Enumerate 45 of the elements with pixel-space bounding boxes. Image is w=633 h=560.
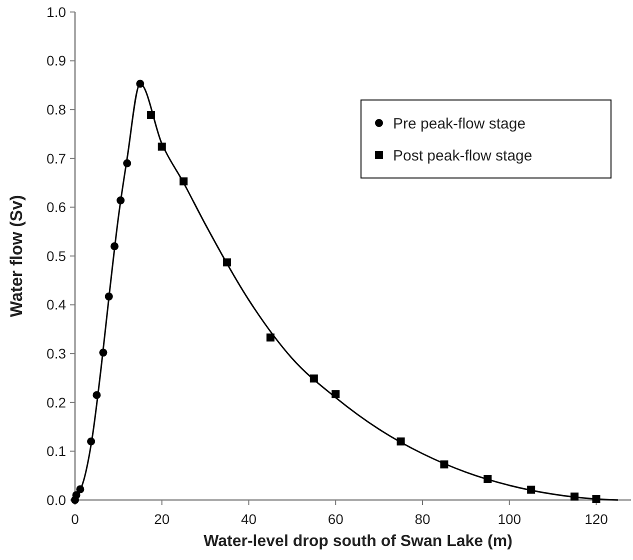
point (396, 437, 405, 446)
point (72, 491, 80, 500)
point (332, 390, 340, 398)
y-tick-label: 0.2 (46, 394, 66, 410)
point (87, 437, 96, 446)
legend-label: Pre peak-flow stage (393, 115, 526, 132)
point (92, 391, 101, 400)
y-tick-label: 0.5 (46, 248, 66, 264)
y-tick-label: 0.9 (46, 52, 66, 69)
point (147, 110, 156, 119)
x-tick-label: 60 (328, 511, 344, 527)
y-tick-label: 0.6 (46, 199, 66, 216)
point (484, 475, 492, 484)
y-tick-label: 0.7 (46, 150, 66, 166)
point (570, 492, 579, 501)
y-tick-label: 0.8 (46, 102, 66, 118)
y-axis-title: Water flow (Sv) (7, 194, 26, 318)
point (223, 258, 232, 266)
legend-label: Post peak-flow stage (393, 147, 532, 164)
x-tick-label: 0 (71, 511, 80, 527)
y-tick-label: 0.1 (46, 443, 66, 460)
point (136, 80, 144, 88)
point (440, 460, 448, 468)
point (527, 486, 536, 494)
point (76, 485, 84, 494)
point (310, 374, 318, 382)
point (99, 348, 108, 357)
point (123, 159, 132, 168)
point (158, 142, 166, 151)
point (110, 242, 119, 250)
x-tick-label: 120 (584, 511, 608, 527)
y-tick-label: 0.4 (46, 296, 66, 313)
x-tick-label: 20 (154, 511, 170, 527)
x-tick-label: 40 (240, 511, 257, 527)
point (180, 177, 188, 186)
point (266, 333, 274, 342)
point (104, 292, 113, 301)
x-tick-label: 80 (414, 511, 430, 527)
y-tick-label: 0.0 (46, 492, 66, 508)
y-tick-label: 0.3 (46, 346, 66, 362)
y-tick-label: 1.0 (46, 4, 66, 20)
x-tick-label: 100 (498, 511, 522, 527)
point (116, 196, 125, 204)
point (592, 495, 600, 504)
x-axis-title: Water-level drop south of Swan Lake (m) (204, 533, 512, 550)
